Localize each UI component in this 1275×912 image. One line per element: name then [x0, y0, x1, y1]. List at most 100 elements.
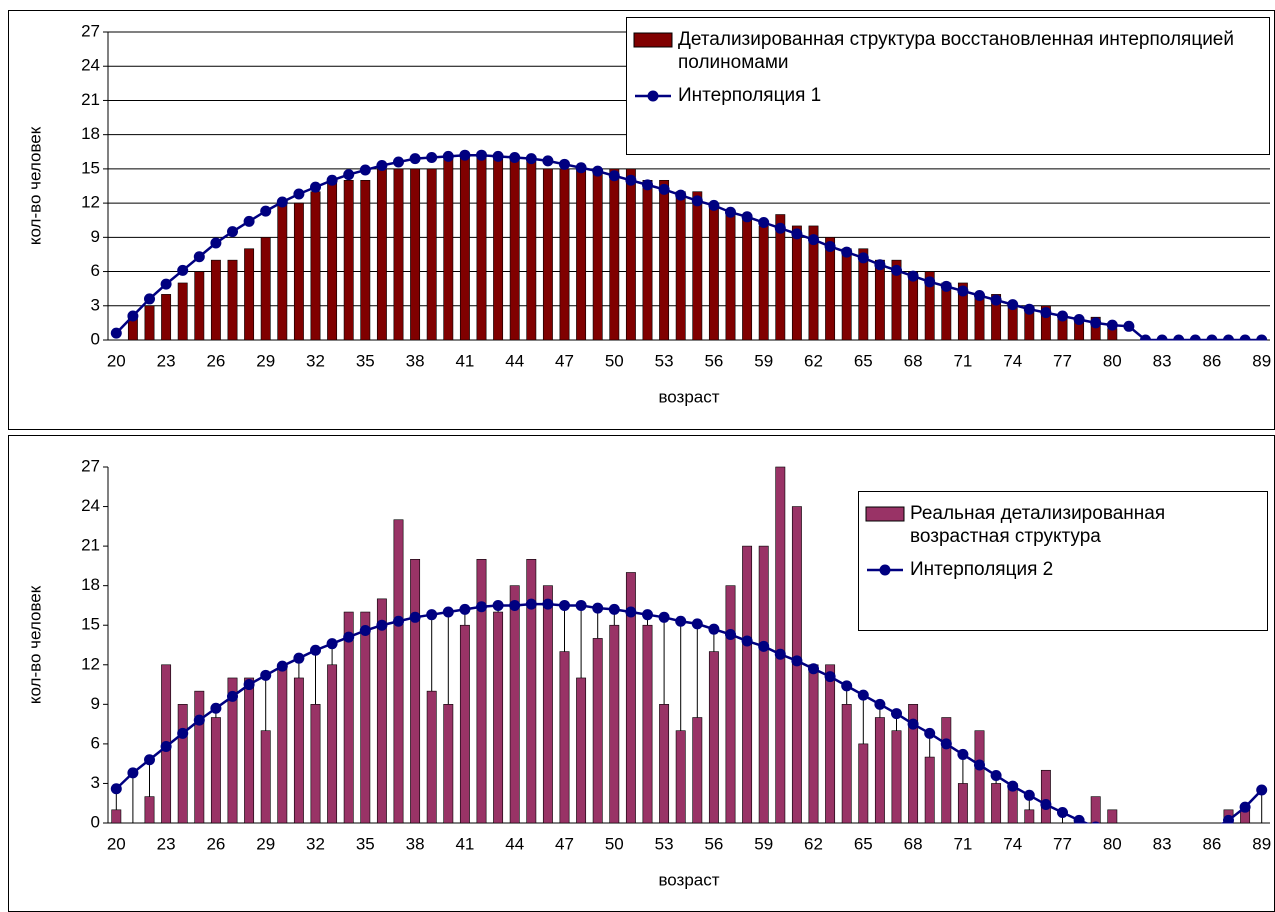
bar: [758, 545, 769, 824]
marker: [492, 599, 504, 611]
plot: [110, 466, 1268, 824]
marker: [824, 671, 836, 683]
bar: [974, 730, 985, 824]
marker: [874, 698, 886, 710]
x-tick-label: 62: [804, 834, 823, 853]
bar: [509, 157, 520, 341]
marker: [592, 165, 604, 177]
marker: [642, 179, 653, 191]
bar: [327, 664, 338, 824]
marker: [210, 237, 222, 249]
marker: [426, 151, 438, 163]
marker: [758, 217, 770, 229]
x-tick-label: 74: [1003, 351, 1022, 370]
bar: [576, 677, 587, 824]
swatch-bar: [865, 506, 905, 522]
legend-entry: Интерполяция 2: [865, 558, 1261, 581]
bar: [858, 248, 869, 341]
legend-label: Реальная детализированная возрастная стр…: [910, 503, 1166, 547]
x-tick-label: 74: [1003, 834, 1022, 853]
bar: [476, 558, 487, 824]
bar: [874, 717, 885, 824]
bar: [343, 179, 354, 341]
marker: [343, 631, 355, 643]
bar: [841, 248, 852, 341]
bar: [277, 202, 288, 341]
bar: [360, 179, 371, 341]
y-tick-label: 12: [81, 654, 100, 673]
marker: [293, 188, 305, 200]
marker: [393, 156, 404, 168]
x-tick-label: 53: [655, 351, 674, 370]
bar: [642, 624, 653, 824]
y-tick-label: 6: [91, 733, 100, 752]
x-tick-label: 53: [655, 834, 674, 853]
marker: [160, 278, 172, 290]
bar: [841, 704, 852, 824]
bar: [625, 168, 636, 341]
bar: [244, 677, 255, 824]
x-tick-label: 56: [704, 834, 723, 853]
x-tick-label: 26: [206, 834, 225, 853]
marker: [310, 644, 321, 656]
marker: [193, 251, 205, 263]
marker: [1007, 299, 1019, 311]
bar: [161, 294, 172, 341]
x-tick-label: 38: [406, 351, 425, 370]
bar: [426, 168, 437, 341]
marker: [990, 294, 1002, 306]
marker: [509, 151, 521, 163]
swatch-marker: [879, 564, 891, 576]
marker: [359, 624, 371, 636]
bar: [559, 168, 570, 341]
marker: [227, 690, 238, 702]
x-tick-label: 80: [1103, 351, 1122, 370]
marker: [110, 783, 122, 795]
marker: [575, 599, 587, 611]
marker: [144, 754, 155, 766]
marker: [974, 290, 985, 302]
bar: [277, 664, 288, 824]
bar: [692, 717, 703, 824]
bar: [592, 168, 603, 341]
marker: [1023, 789, 1035, 801]
marker: [758, 640, 770, 652]
marker: [791, 655, 803, 667]
bar: [924, 271, 935, 341]
line: [115, 602, 1263, 824]
marker: [293, 652, 305, 664]
marker: [542, 598, 554, 610]
marker: [110, 327, 122, 339]
marker: [1239, 334, 1251, 341]
y-tick-label: 15: [81, 158, 100, 177]
bar: [293, 677, 304, 824]
x-tick-label: 89: [1252, 834, 1271, 853]
marker: [476, 601, 487, 613]
marker: [791, 228, 803, 240]
marker: [1156, 334, 1168, 341]
x-tick-label: 59: [754, 834, 773, 853]
bar: [725, 214, 736, 341]
bar: [991, 783, 1002, 824]
marker: [227, 226, 238, 238]
bar: [1090, 316, 1101, 341]
bar: [260, 237, 271, 341]
bar: [708, 202, 719, 341]
bar: [957, 783, 968, 824]
y-axis-title: кол-во человек: [25, 585, 44, 704]
marker: [808, 234, 819, 246]
x-tick-label: 23: [157, 834, 176, 853]
swatch-bar: [633, 32, 673, 48]
x-tick-label: 38: [406, 834, 425, 853]
legend-swatch: [635, 90, 671, 102]
marker: [276, 196, 288, 208]
bar: [227, 259, 238, 341]
marker: [808, 663, 819, 675]
marker: [857, 689, 869, 701]
bar: [758, 225, 769, 341]
bar: [293, 202, 304, 341]
marker: [127, 310, 139, 322]
marker: [1256, 784, 1268, 796]
y-tick-label: 12: [81, 193, 100, 212]
